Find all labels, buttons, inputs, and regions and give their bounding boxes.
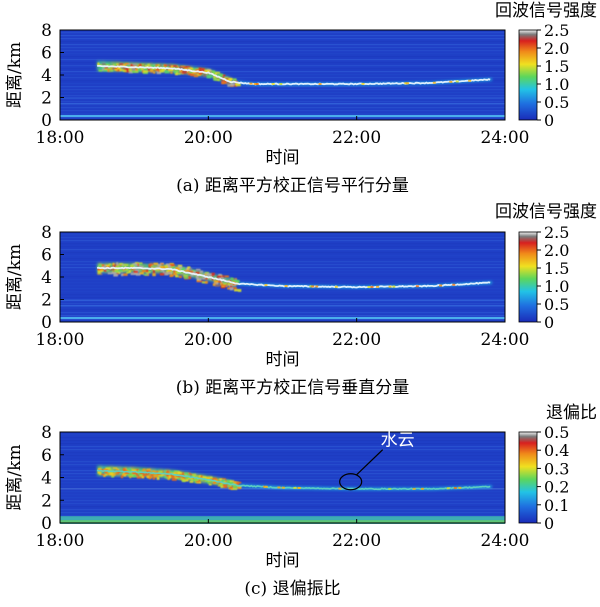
- colorbar-title: 回波信号强度: [495, 202, 597, 222]
- x-tick-label: 24:00: [481, 330, 530, 350]
- cloud-base-line: [96, 64, 491, 86]
- x-tick-label: 22:00: [332, 330, 381, 350]
- panel-caption: (b) 距离平方校正信号垂直分量: [176, 378, 410, 398]
- faint-band: [60, 97, 505, 99]
- y-axis-label: 距离/km: [5, 444, 25, 510]
- x-tick-label: 24:00: [481, 531, 530, 551]
- cloud-layer: [96, 465, 493, 491]
- y-tick-label: 4: [41, 268, 52, 288]
- y-tick-label: 8: [41, 21, 52, 41]
- panel-caption: (c) 退偏振比: [244, 579, 340, 599]
- x-axis-label: 时间: [266, 148, 300, 168]
- y-tick-label: 6: [41, 44, 52, 64]
- faint-band: [60, 103, 505, 105]
- panel-caption: (a) 距离平方校正信号平行分量: [176, 176, 409, 196]
- plot-background: [60, 432, 505, 523]
- colorbar-tick-label: 2.5: [544, 223, 569, 242]
- y-tick-label: 4: [41, 469, 52, 489]
- colorbar-tick-label: 0.5: [544, 295, 569, 314]
- colorbar-tick-label: 0.1: [544, 496, 569, 515]
- x-tick-label: 18:00: [36, 531, 85, 551]
- colorbar-tick-label: 2.0: [544, 241, 569, 260]
- panel-3: 0 24 6 8 18:00 20:00 22:00 24:00 距离/km 时间 (c) 退偏振比…: [5, 403, 597, 599]
- faint-band: [60, 299, 505, 301]
- colorbar-title: 回波信号强度: [495, 1, 597, 21]
- noise-texture: [60, 32, 505, 118]
- water-cloud-marker: [339, 473, 363, 491]
- y-tick-label: 0: [41, 514, 52, 534]
- cloud-base-line: [96, 266, 491, 289]
- colorbar-title: 退偏比: [546, 403, 597, 423]
- x-axis-label: 时间: [266, 551, 300, 571]
- x-tick-label: 20:00: [184, 128, 233, 148]
- y-tick-label: 6: [41, 446, 52, 466]
- y-tick-label: 0: [41, 111, 52, 131]
- colorbar-tick-label: 0.2: [544, 478, 569, 497]
- x-tick-label: 20:00: [184, 330, 233, 350]
- annotation-leader-line: [356, 449, 384, 476]
- colorbar-tick-label: 0.5: [544, 423, 569, 442]
- ground-layer: [60, 114, 505, 118]
- colorbar-tick-label: 1.0: [544, 277, 569, 296]
- y-tick-label: 4: [41, 66, 52, 86]
- colorbar: [518, 431, 538, 524]
- colorbar-tick-label: 2.5: [544, 21, 569, 40]
- noise-texture: [60, 434, 505, 520]
- cloud-layer: [96, 60, 493, 87]
- colorbar-tick-label: 0: [544, 313, 554, 332]
- y-tick-label: 8: [41, 223, 52, 243]
- faint-band: [60, 305, 505, 307]
- colorbar-tick-label: 0: [544, 514, 554, 533]
- plot-background: [60, 30, 505, 120]
- y-tick-label: 0: [41, 313, 52, 333]
- colorbar-tick-label: 1.5: [544, 57, 569, 76]
- colorbar-tick-label: 0.5: [544, 93, 569, 112]
- y-tick-label: 8: [41, 423, 52, 443]
- colorbar: [518, 29, 538, 121]
- noise-texture: [60, 234, 505, 320]
- colorbar-tick-label: 0.3: [544, 459, 569, 478]
- y-tick-label: 2: [41, 291, 52, 311]
- colorbar-tick-label: 0: [544, 111, 554, 130]
- x-tick-label: 18:00: [36, 128, 85, 148]
- y-axis-label: 距离/km: [5, 244, 25, 310]
- y-tick-label: 2: [41, 491, 52, 511]
- y-tick-label: 6: [41, 246, 52, 266]
- annotation-label: 水云: [381, 431, 415, 451]
- y-tick-label: 2: [41, 89, 52, 109]
- x-tick-label: 24:00: [481, 128, 530, 148]
- ground-layer: [60, 316, 505, 320]
- cloud-layer: [96, 262, 493, 292]
- x-tick-label: 18:00: [36, 330, 85, 350]
- colorbar-tick-label: 0.4: [544, 441, 569, 460]
- x-axis-label: 时间: [266, 350, 300, 370]
- ground-layer: [60, 516, 505, 524]
- colorbar-tick-label: 2.0: [544, 39, 569, 58]
- colorbar-tick-label: 1.0: [544, 75, 569, 94]
- ground-layer-core: [60, 520, 505, 523]
- y-axis-label: 距离/km: [5, 42, 25, 108]
- plot-background: [60, 232, 505, 322]
- colorbar: [518, 231, 538, 323]
- x-tick-label: 20:00: [184, 531, 233, 551]
- colorbar-tick-label: 1.5: [544, 259, 569, 278]
- x-tick-label: 22:00: [332, 128, 381, 148]
- x-tick-label: 22:00: [332, 531, 381, 551]
